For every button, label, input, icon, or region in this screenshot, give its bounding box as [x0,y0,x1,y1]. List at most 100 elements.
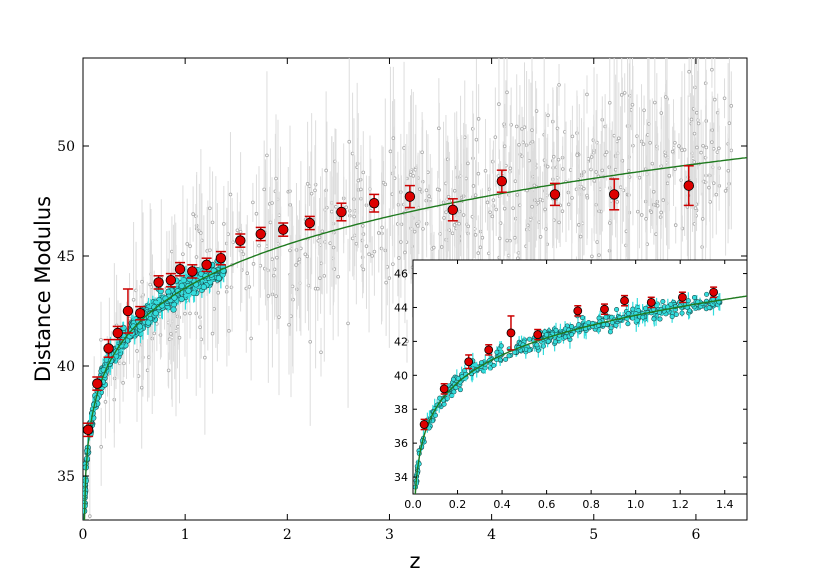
high-z-point [317,235,322,240]
high-z-point [667,173,672,178]
high-z-point [648,140,652,145]
high-z-point [692,160,697,164]
high-z-point [715,150,720,154]
high-z-point [297,257,302,262]
high-z-point [140,279,144,284]
high-z-point [710,67,714,72]
high-z-point [274,176,278,181]
low-z-point [503,356,509,362]
high-z-point [480,235,485,240]
high-z-point [315,286,320,291]
x-tick-label: 1.0 [627,498,645,511]
high-z-point [437,126,441,131]
high-z-point [262,187,266,192]
high-z-point [700,217,705,221]
x-tick-label: 4 [487,527,496,543]
high-z-point [485,200,490,205]
high-z-point [408,173,413,177]
high-z-point [618,185,623,190]
binned-point [215,253,227,264]
high-z-point [713,97,717,102]
high-z-point [649,210,654,214]
high-z-point [388,149,393,154]
high-z-point [294,263,298,267]
high-z-point [639,213,644,217]
low-z-point [643,305,649,311]
high-z-point [391,136,396,140]
high-z-point [704,145,709,150]
binned-point [278,224,289,235]
high-z-point [347,139,352,144]
high-z-point [570,134,575,139]
high-z-point [545,164,550,169]
binned-point [255,228,266,240]
low-z-point [178,295,185,303]
low-z-point [685,298,691,304]
high-z-point [442,216,446,220]
high-z-point [483,168,488,173]
y-tick-label: 34 [394,471,408,484]
high-z-point [446,194,451,199]
high-z-point [212,307,216,311]
high-z-point [185,242,190,246]
high-z-point [511,206,515,210]
y-tick-label: 40 [57,359,75,375]
high-z-point [636,209,640,214]
high-z-point [287,322,291,327]
binned-point [549,189,561,200]
high-z-point [466,224,471,229]
high-z-point [361,224,365,228]
high-z-point [508,166,513,171]
binned-point [496,175,508,187]
low-z-point [586,320,592,326]
y-tick-label: 35 [57,469,75,485]
high-z-point [560,167,565,171]
high-z-point [711,146,716,151]
x-tick-label: 2 [283,527,292,543]
high-z-point [673,140,677,145]
high-z-point [595,240,599,244]
high-z-point [717,146,721,151]
high-z-point [613,167,618,172]
high-z-point [254,211,259,216]
high-z-point [585,193,589,198]
high-z-point [589,155,594,159]
high-z-point [320,229,325,234]
high-z-point [251,200,255,205]
high-z-point [103,400,108,404]
high-z-point [413,167,418,172]
high-z-point [557,220,561,225]
low-z-point [451,389,457,395]
high-z-point [135,349,139,353]
high-z-point [714,192,719,197]
high-z-point [695,110,699,115]
low-z-point [543,332,549,338]
high-z-point [336,274,340,279]
high-z-point [722,96,727,101]
low-z-point [691,294,697,300]
high-z-point [502,206,507,211]
low-z-point [607,329,613,335]
high-z-point [290,284,295,289]
high-z-point [582,186,586,191]
high-z-point [493,135,498,139]
high-z-point [257,243,261,248]
binned-point [464,357,474,367]
high-z-point [474,137,479,142]
high-z-point [277,315,281,319]
high-z-point [417,187,422,191]
high-z-point [412,229,417,234]
high-z-point [225,285,229,289]
high-z-point [677,144,681,148]
high-z-point [420,150,424,155]
high-z-point [275,255,279,260]
high-z-point [245,271,250,275]
high-z-point [557,83,561,87]
high-z-point [665,181,670,186]
x-tick-label: 1.2 [671,498,689,511]
high-z-point [659,210,663,215]
high-z-point [270,257,274,262]
high-z-point [726,168,731,173]
high-z-point [701,143,705,148]
high-z-point [607,221,612,225]
